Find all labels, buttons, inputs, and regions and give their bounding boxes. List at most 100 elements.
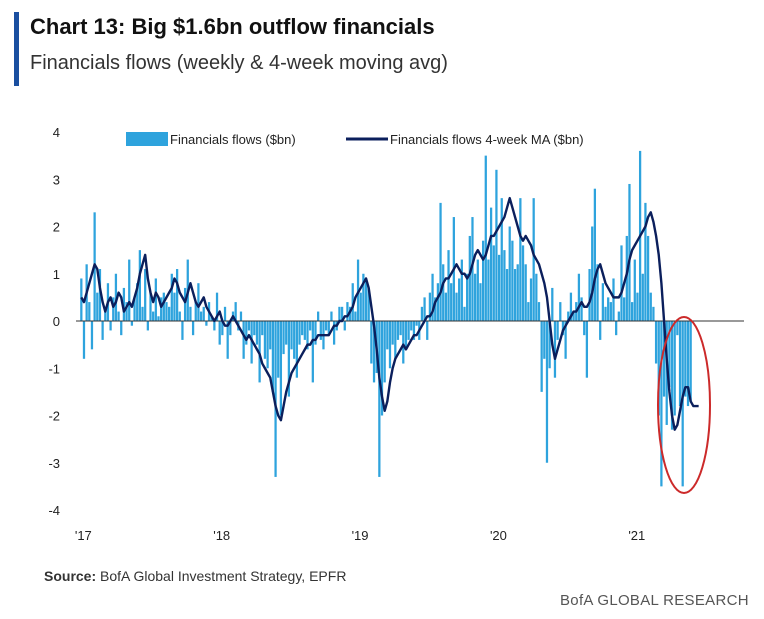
flow-bar [332, 321, 336, 345]
flow-bar [114, 273, 118, 321]
y-tick-label: -2 [48, 409, 60, 424]
flow-bar [370, 321, 373, 364]
flow-bar [636, 292, 639, 321]
flow-bar [183, 287, 187, 321]
flow-bar [455, 292, 458, 321]
flow-bar [508, 226, 511, 321]
flow-bar [670, 321, 674, 430]
flow-bar [617, 311, 620, 321]
flow-bar [468, 235, 471, 321]
flow-bar [631, 302, 634, 321]
flow-bar [689, 321, 692, 402]
flow-bar [505, 269, 509, 321]
flow-bar [271, 321, 275, 392]
flow-bar [226, 321, 229, 359]
flow-bar [479, 283, 482, 321]
flow-bar [474, 273, 477, 321]
flow-bar [343, 321, 346, 331]
flow-bar [662, 321, 666, 397]
y-tick-label: -1 [48, 361, 60, 376]
flow-bar [511, 240, 514, 321]
flow-bar [535, 273, 538, 321]
flow-bar [261, 321, 264, 336]
flow-bar [154, 278, 157, 321]
highlight-ellipse [657, 316, 711, 494]
flow-bar [641, 273, 644, 321]
flow-bar [149, 292, 152, 321]
flow-bar [553, 321, 557, 378]
flow-bar [173, 292, 176, 321]
flow-bar [277, 321, 280, 378]
flow-bar [383, 321, 386, 383]
flow-bar [684, 321, 687, 397]
flow-bar [540, 321, 543, 392]
flow-bar [657, 321, 660, 416]
flow-bar [543, 321, 546, 359]
flow-bar [141, 306, 144, 321]
flow-bar [351, 283, 354, 321]
flow-bar [402, 321, 405, 364]
legend-swatch-bars [126, 132, 168, 146]
flow-bar [495, 169, 498, 321]
flow-bar [234, 302, 237, 321]
chart-area: 43210-1-2-3-4'17'18'19'20'21'22Financial… [48, 125, 744, 543]
y-tick-label: 2 [53, 220, 60, 235]
flow-bar [450, 283, 453, 321]
flow-bar [88, 302, 91, 321]
flow-bar [98, 269, 102, 321]
flow-bar [484, 155, 487, 322]
flow-bar [253, 321, 256, 336]
flow-bar [442, 264, 445, 321]
flow-bar [157, 316, 160, 321]
flow-bar [125, 302, 128, 321]
flow-bar [311, 321, 314, 383]
flow-bar [112, 297, 115, 322]
flow-bar [654, 321, 658, 364]
flow-bar [199, 311, 203, 321]
flow-bar [104, 306, 107, 321]
y-tick-label: -4 [48, 503, 60, 518]
flow-bar [338, 306, 341, 321]
flow-bar [391, 321, 394, 345]
flow-bar [290, 321, 293, 350]
flow-bar [359, 292, 362, 321]
flow-bar [218, 321, 221, 345]
flow-bar [646, 235, 650, 321]
flow-bar [481, 240, 485, 321]
flow-bar [620, 245, 623, 321]
flow-bar [593, 188, 597, 321]
flow-bar [386, 321, 389, 350]
x-tick-label: '19 [352, 528, 369, 543]
flow-bar [309, 321, 312, 331]
flow-bar [551, 287, 554, 321]
flow-bar [109, 321, 112, 331]
flow-bar [138, 250, 141, 322]
flow-bar [513, 269, 517, 321]
flow-bar [625, 235, 628, 321]
legend-label-ma: Financials flows 4-week MA ($bn) [390, 132, 584, 147]
flow-bar [458, 278, 461, 321]
flow-bar [676, 321, 679, 336]
flow-bar [223, 306, 227, 321]
flow-bar [572, 311, 575, 321]
flow-bar [447, 250, 450, 322]
flow-bar [434, 297, 437, 322]
flow-bar [287, 321, 291, 397]
flow-bar [285, 321, 288, 345]
flow-bar [649, 292, 652, 321]
x-tick-label: '17 [75, 528, 92, 543]
flow-bar [524, 264, 527, 321]
flow-bar [181, 321, 184, 340]
flow-bar [580, 297, 583, 322]
flow-bar [652, 306, 655, 321]
source-note: Source: BofA Global Investment Strategy,… [44, 568, 346, 584]
flow-bar [585, 321, 589, 378]
brand-mark: BofA GLOBAL RESEARCH [560, 592, 749, 609]
flow-bar [577, 273, 581, 321]
flow-bar [601, 283, 604, 321]
flow-bar [330, 311, 333, 321]
flow-bar [596, 264, 599, 321]
flow-bar [420, 306, 424, 321]
flow-bar [340, 306, 344, 321]
source-text: BofA Global Investment Strategy, EPFR [100, 568, 347, 584]
